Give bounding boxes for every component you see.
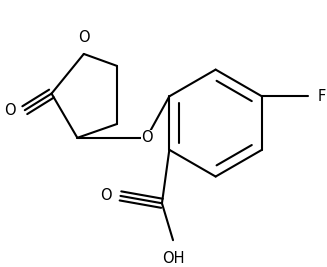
Text: O: O bbox=[78, 30, 90, 45]
Text: OH: OH bbox=[162, 251, 184, 266]
Text: F: F bbox=[317, 89, 325, 104]
Text: O: O bbox=[100, 189, 111, 203]
Text: O: O bbox=[4, 103, 16, 118]
Text: O: O bbox=[141, 130, 152, 145]
